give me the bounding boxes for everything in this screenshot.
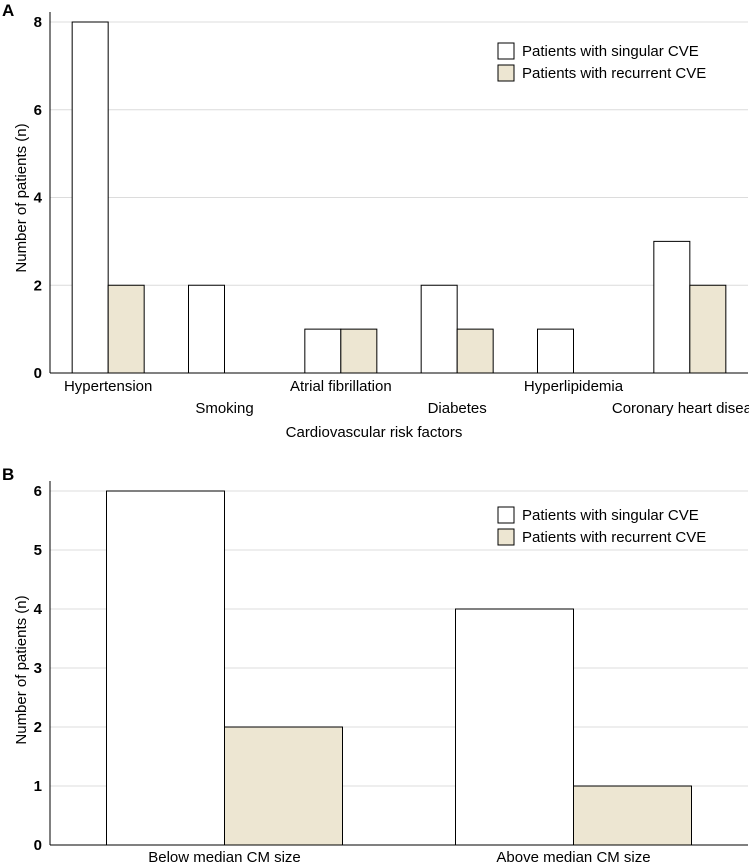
y-tick-label: 3 [34,660,42,677]
y-tick-label: 1 [34,778,42,795]
panel-a-category-labels: Hypertension Smoking Atrial fibrillation Di… [64,378,749,417]
category-label: Below median CM size [148,849,301,866]
panel-a-legend: Patients with singular CVE Patients with … [497,42,706,82]
bar-singular-below-median-cm-size [106,490,225,846]
y-tick-label: 4 [34,601,43,618]
y-tick-label: 6 [34,483,42,500]
bar-recurrent-atrial-fibrillation [340,328,378,374]
legend-label-recurrent: Patients with recurrent CVE [522,65,706,82]
bar-recurrent-hypertension [107,284,145,374]
y-tick-label: 5 [34,542,42,559]
bar-recurrent-above-median-cm-size [573,785,692,846]
bar-singular-diabetes [420,284,458,374]
panel-b-bars [106,490,692,846]
panel-b-y-ticks: 0 1 2 3 4 5 6 [34,483,43,854]
panel-b-legend: Patients with singular CVE Patients with … [497,506,706,546]
legend-label-recurrent: Patients with recurrent CVE [522,529,706,546]
bar-singular-atrial-fibrillation [304,328,342,374]
y-tick-label: 8 [34,14,42,31]
category-label: Diabetes [428,400,487,417]
bar-singular-above-median-cm-size [455,608,574,846]
y-tick-label: 0 [34,837,42,854]
legend-swatch-recurrent [497,528,515,546]
bar-singular-smoking [188,284,225,374]
category-label: Hypertension [64,378,152,395]
legend-swatch-singular [497,506,515,524]
legend-swatch-singular [497,42,515,60]
panel-b-letter: B [2,465,14,484]
panel-b-chart: B 0 1 2 3 4 5 6 Below median CM size Above medi… [2,465,748,866]
legend-label-singular: Patients with singular CVE [522,43,699,60]
legend-swatch-recurrent [497,64,515,82]
y-tick-label: 4 [34,190,43,207]
y-tick-label: 6 [34,102,42,119]
category-label: Smoking [195,400,253,417]
panel-a-y-ticks: 0 2 4 6 8 [34,14,43,382]
category-label: Coronary heart disease [612,400,749,417]
panel-a-letter: A [2,1,14,20]
y-tick-label: 0 [34,365,42,382]
bar-recurrent-diabetes [456,328,494,374]
bar-singular-hyperlipidemia [537,328,574,374]
panel-b-y-axis-label: Number of patients (n) [13,595,30,744]
y-tick-label: 2 [34,277,42,294]
category-label: Atrial fibrillation [290,378,392,395]
category-label: Above median CM size [496,849,650,866]
panel-a-y-axis-label: Number of patients (n) [13,123,30,272]
panel-a-gridlines [49,12,748,374]
bar-recurrent-below-median-cm-size [224,726,343,846]
panel-a-bars [71,21,727,374]
panel-b-category-labels: Below median CM size Above median CM size [148,849,650,866]
bar-singular-coronary-heart-disease [653,240,691,374]
panel-a-chart: A 0 2 4 6 8 Hypertension Smoking Atrial fibril… [2,1,749,441]
category-label: Hyperlipidemia [524,378,624,395]
y-tick-label: 2 [34,719,42,736]
legend-label-singular: Patients with singular CVE [522,507,699,524]
bar-recurrent-coronary-heart-disease [689,284,727,374]
panel-a-x-axis-label: Cardiovascular risk factors [286,424,463,441]
bar-singular-hypertension [71,21,109,374]
